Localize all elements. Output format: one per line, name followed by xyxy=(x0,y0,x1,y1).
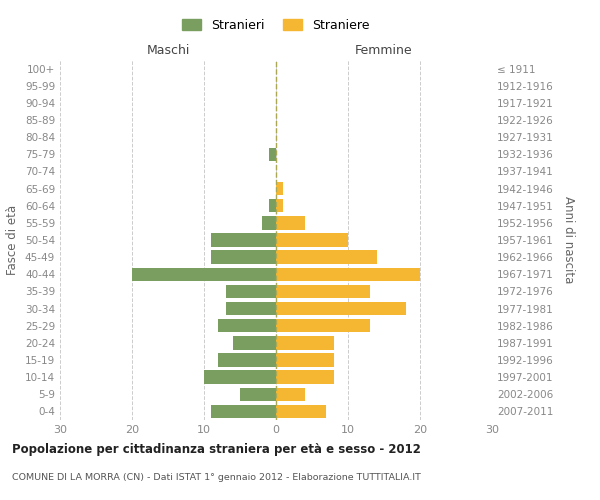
Bar xyxy=(276,302,406,316)
Text: Femmine: Femmine xyxy=(355,44,413,58)
Bar xyxy=(276,250,377,264)
Bar xyxy=(276,354,334,366)
Bar xyxy=(276,336,334,349)
Bar xyxy=(276,216,305,230)
Bar xyxy=(211,234,276,246)
Bar xyxy=(132,268,276,281)
Bar xyxy=(276,404,326,418)
Text: Popolazione per cittadinanza straniera per età e sesso - 2012: Popolazione per cittadinanza straniera p… xyxy=(12,442,421,456)
Text: COMUNE DI LA MORRA (CN) - Dati ISTAT 1° gennaio 2012 - Elaborazione TUTTITALIA.I: COMUNE DI LA MORRA (CN) - Dati ISTAT 1° … xyxy=(12,472,421,482)
Bar xyxy=(211,250,276,264)
Bar xyxy=(276,370,334,384)
Bar xyxy=(226,302,276,316)
Bar xyxy=(276,199,283,212)
Bar xyxy=(262,216,276,230)
Bar xyxy=(276,388,305,401)
Bar xyxy=(204,370,276,384)
Text: Maschi: Maschi xyxy=(146,44,190,58)
Bar xyxy=(226,284,276,298)
Bar xyxy=(240,388,276,401)
Bar xyxy=(276,268,420,281)
Bar xyxy=(276,234,348,246)
Bar xyxy=(233,336,276,349)
Bar xyxy=(218,354,276,366)
Bar xyxy=(276,319,370,332)
Bar xyxy=(269,148,276,161)
Y-axis label: Fasce di età: Fasce di età xyxy=(7,205,19,275)
Bar xyxy=(211,404,276,418)
Bar xyxy=(218,319,276,332)
Bar xyxy=(269,199,276,212)
Bar xyxy=(276,284,370,298)
Y-axis label: Anni di nascita: Anni di nascita xyxy=(562,196,575,284)
Bar xyxy=(276,182,283,196)
Legend: Stranieri, Straniere: Stranieri, Straniere xyxy=(178,14,374,37)
